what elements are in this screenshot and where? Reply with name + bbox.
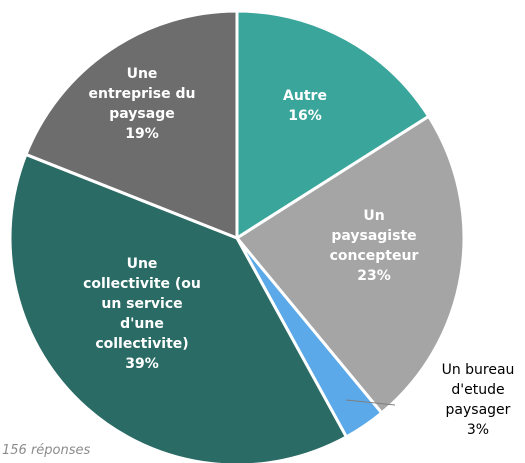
pie-slice-une-entreprise-du-paysage [24,9,239,240]
pie-slices [8,9,466,463]
leader-lines [345,399,396,406]
slice-label-un-paysagiste-concepteur: Un paysagiste concepteur 23% [330,208,419,284]
slice-label-un-bureau-d-etude-paysager: Un bureau d'etude paysager 3% [442,362,515,438]
slice-label-une-entreprise-du-paysage: Une entreprise du paysage 19% [89,66,196,142]
slice-labels: Autre 16% Un paysagiste concepteur 23% Un bure… [83,66,514,438]
leader-line-un-bureau-d-etude-paysager [345,399,396,406]
slice-label-autre: Autre 16% [283,88,327,124]
pie-slice-autre [235,9,431,240]
responses-count-note: 156 réponses [2,443,91,458]
pie-slice-un-paysagiste-concepteur [235,114,466,415]
slice-label-une-collectivite-ou-un-service-d-une-collectivite: Une collectivite (ou un service d'une collec… [83,256,201,372]
pie-slice-une-collectivite-ou-un-service-d-une-collectivite [8,152,348,463]
